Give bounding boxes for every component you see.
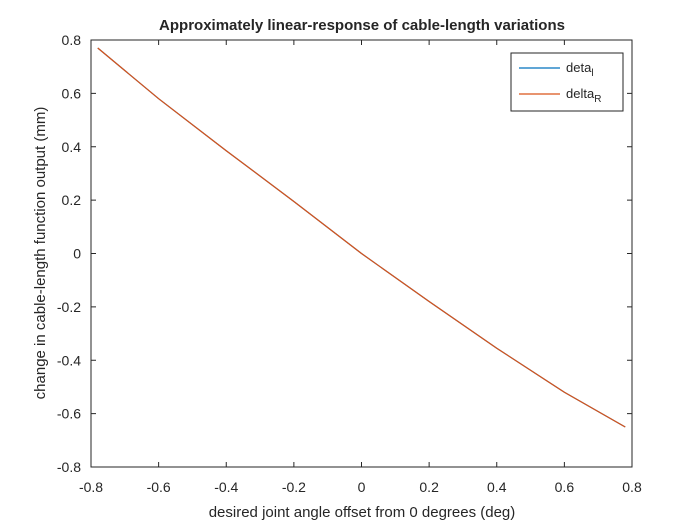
y-tick-label: -0.6 <box>57 406 81 422</box>
legend-label-deta-l: detal <box>566 60 594 79</box>
y-axis-label: change in cable-length function output (… <box>32 107 49 400</box>
x-tick-label: -0.2 <box>282 479 306 495</box>
y-tick-label: 0 <box>73 246 81 262</box>
series-lines <box>97 47 626 428</box>
y-tick-label: -0.2 <box>57 299 81 315</box>
x-tick-labels: -0.8 -0.6 -0.4 -0.2 0 0.2 0.4 0.6 0.8 <box>79 479 642 495</box>
x-axis-label: desired joint angle offset from 0 degree… <box>209 504 516 521</box>
axes-box <box>90 39 633 468</box>
x-tick-label: 0 <box>358 479 366 495</box>
x-tick-label: -0.4 <box>214 479 238 495</box>
legend: detal deltaR <box>510 52 624 112</box>
x-tick-label: -0.6 <box>147 479 171 495</box>
x-tick-label: 0.2 <box>419 479 439 495</box>
x-tick-label: -0.8 <box>79 479 103 495</box>
x-tick-label: 0.8 <box>622 479 642 495</box>
y-tick-label: 0.8 <box>62 32 82 48</box>
x-tick-label: 0.4 <box>487 479 507 495</box>
y-tick-label: 0.4 <box>62 139 82 155</box>
y-tick-label: -0.8 <box>57 459 81 475</box>
x-tick-label: 0.6 <box>555 479 575 495</box>
y-tick-labels: -0.8 -0.6 -0.4 -0.2 0 0.2 0.4 0.6 0.8 <box>57 32 81 475</box>
series-line-delta-r <box>97 47 626 428</box>
y-tick-label: 0.2 <box>62 192 82 208</box>
y-tick-label: 0.6 <box>62 85 82 101</box>
legend-label-delta-r: deltaR <box>566 86 601 105</box>
chart-title: Approximately linear-response of cable-l… <box>159 17 565 34</box>
legend-box <box>510 52 624 112</box>
y-tick-label: -0.4 <box>57 352 81 368</box>
